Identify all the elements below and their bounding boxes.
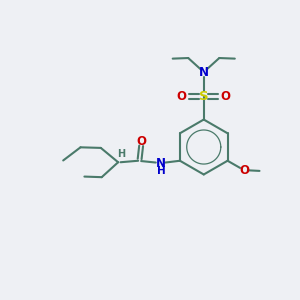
Text: N: N — [155, 157, 166, 169]
Text: N: N — [199, 67, 209, 80]
Text: S: S — [199, 90, 208, 103]
Text: O: O — [136, 135, 146, 148]
Text: O: O — [239, 164, 249, 177]
Text: H: H — [157, 166, 166, 176]
Text: H: H — [117, 149, 125, 159]
Text: O: O — [177, 90, 187, 103]
Text: O: O — [221, 90, 231, 103]
